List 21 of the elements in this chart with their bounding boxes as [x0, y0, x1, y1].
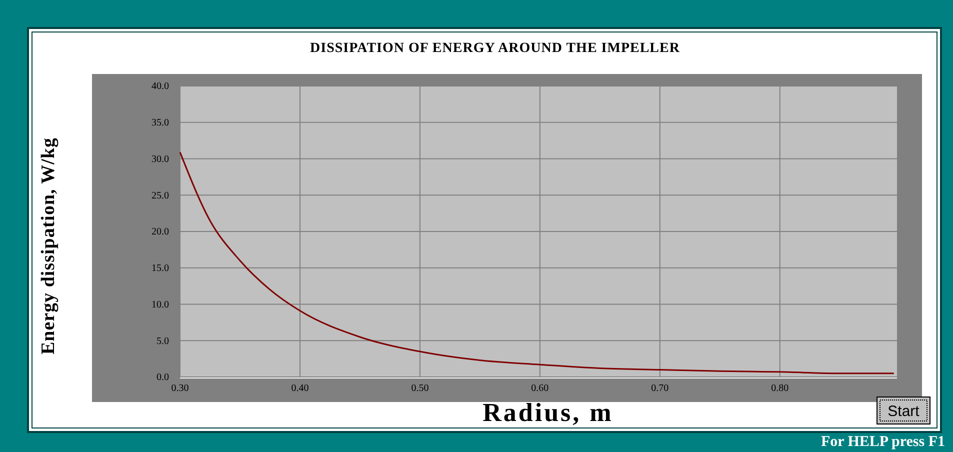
x-tick-label: 0.50 — [411, 383, 429, 394]
y-tick-label: 10.0 — [152, 299, 169, 310]
line-series — [179, 151, 895, 374]
y-tick-label: 25.0 — [152, 190, 169, 202]
y-tick-label: 0.0 — [156, 372, 169, 384]
x-tick-label: 0.30 — [171, 383, 189, 394]
x-tick-label: 0.60 — [531, 383, 549, 394]
start-button: Start — [876, 396, 930, 424]
x-tick-label: 0.40 — [291, 383, 309, 394]
y-tick-label: 5.0 — [156, 336, 169, 347]
y-tick-label: 35.0 — [152, 118, 169, 129]
chart-title: DISSIPATION OF ENERGY AROUND THE IMPELLER — [310, 41, 680, 56]
y-tick-label: 40.0 — [152, 81, 169, 92]
y-axis-title: Energy dissipation, W/kg — [38, 137, 59, 355]
x-tick-label: 0.70 — [651, 383, 669, 394]
y-tick-label: 20.0 — [152, 226, 169, 238]
text: For HELP press F1 — [820, 434, 945, 450]
x-axis-title: Radius, m — [482, 398, 614, 427]
x-tick-label: 0.80 — [771, 383, 789, 394]
y-tick-label: 15.0 — [152, 263, 169, 274]
y-tick-label: 30.0 — [152, 154, 169, 165]
